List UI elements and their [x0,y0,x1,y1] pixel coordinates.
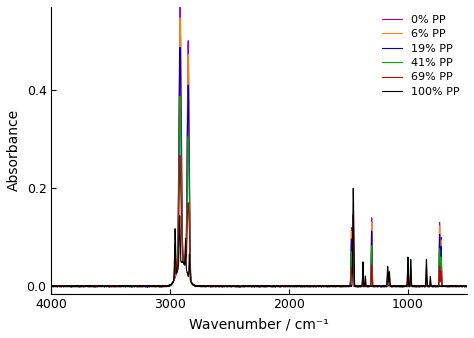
100% PP [214,284,219,288]
41% PP [157,284,163,288]
0% PP [177,2,183,6]
6% PP [177,16,183,20]
69% PP [330,284,336,288]
0% PP [69,285,74,289]
6% PP [70,285,76,289]
19% PP [206,284,211,288]
100% PP [350,186,356,190]
Legend: 0% PP, 6% PP, 19% PP, 41% PP, 69% PP, 100% PP: 0% PP, 6% PP, 19% PP, 41% PP, 69% PP, 10… [377,10,464,101]
19% PP [70,284,76,288]
19% PP [330,284,336,288]
19% PP [237,285,243,289]
0% PP [464,285,470,289]
6% PP [330,284,336,288]
6% PP [157,284,163,288]
69% PP [214,284,219,288]
100% PP [330,284,336,288]
0% PP [70,284,76,288]
0% PP [48,284,54,288]
100% PP [76,285,82,289]
6% PP [250,284,255,288]
0% PP [214,284,219,288]
69% PP [157,284,163,288]
41% PP [324,285,329,289]
Line: 100% PP: 100% PP [51,188,467,287]
19% PP [48,284,54,288]
69% PP [464,285,470,289]
6% PP [48,284,54,288]
100% PP [157,285,163,289]
19% PP [177,45,183,49]
41% PP [177,94,183,98]
6% PP [444,285,449,289]
41% PP [250,284,255,288]
69% PP [250,284,255,288]
100% PP [464,284,470,288]
100% PP [206,284,211,288]
100% PP [48,284,54,288]
41% PP [206,285,211,289]
Line: 0% PP: 0% PP [51,4,467,287]
19% PP [157,284,163,288]
41% PP [48,284,54,288]
6% PP [206,284,211,288]
0% PP [250,285,255,289]
19% PP [214,284,219,288]
Y-axis label: Absorbance: Absorbance [7,109,21,191]
19% PP [464,284,470,288]
Line: 41% PP: 41% PP [51,96,467,287]
100% PP [70,284,76,288]
19% PP [250,284,255,288]
69% PP [70,285,76,289]
6% PP [464,285,470,289]
69% PP [206,284,211,288]
Line: 69% PP: 69% PP [51,155,467,287]
Line: 6% PP: 6% PP [51,18,467,287]
0% PP [157,284,163,288]
41% PP [330,284,336,288]
41% PP [70,284,76,288]
69% PP [177,153,182,158]
X-axis label: Wavenumber / cm⁻¹: Wavenumber / cm⁻¹ [189,317,329,331]
100% PP [250,284,255,288]
41% PP [214,285,219,289]
0% PP [330,284,336,288]
41% PP [464,284,470,288]
69% PP [382,285,388,289]
0% PP [206,284,211,288]
6% PP [214,284,219,288]
69% PP [48,284,54,288]
Line: 19% PP: 19% PP [51,47,467,287]
